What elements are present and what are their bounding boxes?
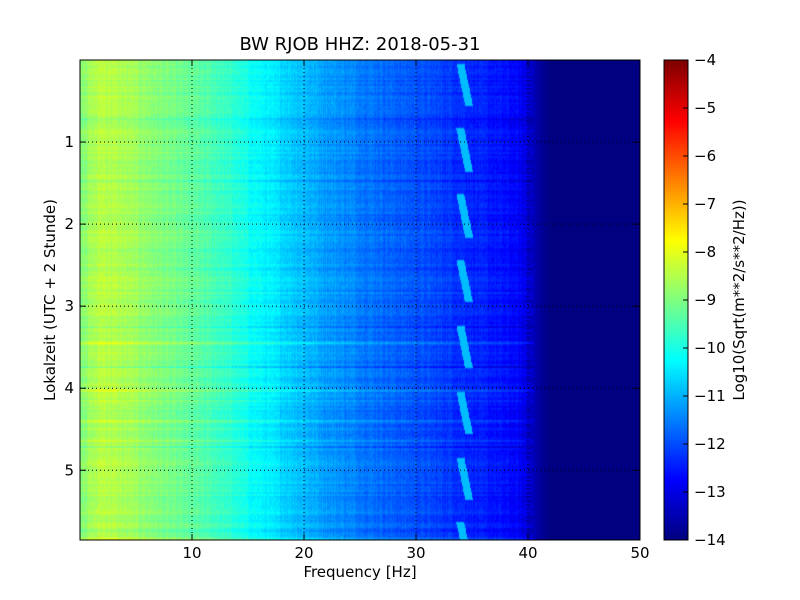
y-tick-label: 3 <box>64 297 74 315</box>
colorbar-tick-label: −14 <box>694 531 726 549</box>
plot-frame <box>79 59 641 541</box>
x-tick-label: 20 <box>294 544 313 562</box>
chart-title: BW RJOB HHZ: 2018-05-31 <box>239 34 480 55</box>
colorbar-tick-label: −8 <box>694 243 716 261</box>
x-tick-label: 30 <box>406 544 425 562</box>
grid-lines <box>80 60 640 540</box>
colorbar-tick-label: −10 <box>694 339 726 357</box>
colorbar-tick-label: −7 <box>694 195 716 213</box>
colorbar-tick-label: −9 <box>694 291 716 309</box>
x-tick-label: 50 <box>630 544 649 562</box>
colorbar-tick-label: −12 <box>694 435 726 453</box>
y-tick-label: 5 <box>64 461 74 479</box>
y-axis-ticks: 1 2 3 4 5 <box>64 133 640 479</box>
heatmap-image <box>80 60 640 540</box>
y-tick-label: 1 <box>64 133 74 151</box>
y-axis-label: Lokalzeit (UTC + 2 Stunde) <box>41 199 59 401</box>
y-tick-label: 2 <box>64 215 74 233</box>
colorbar-tick-label: −4 <box>694 51 716 69</box>
colorbar-tick-label: −11 <box>694 387 726 405</box>
colorbar-tick-label: −13 <box>694 483 726 501</box>
x-tick-label: 40 <box>518 544 537 562</box>
x-axis-label: Frequency [Hz] <box>303 563 416 581</box>
colorbar-ticks: −4 −5 −6 −7 −8 −9 −10 −11 −12 −13 −14 <box>683 51 726 549</box>
colorbar-label: Log10(Sqrt(m**2/s**2/Hz)) <box>730 199 748 400</box>
colorbar-tick-label: −6 <box>694 147 716 165</box>
y-tick-label: 4 <box>64 379 74 397</box>
x-axis-ticks: 10 20 30 40 50 <box>182 60 650 562</box>
colorbar-tick-label: −5 <box>694 99 716 117</box>
x-tick-label: 10 <box>182 544 201 562</box>
